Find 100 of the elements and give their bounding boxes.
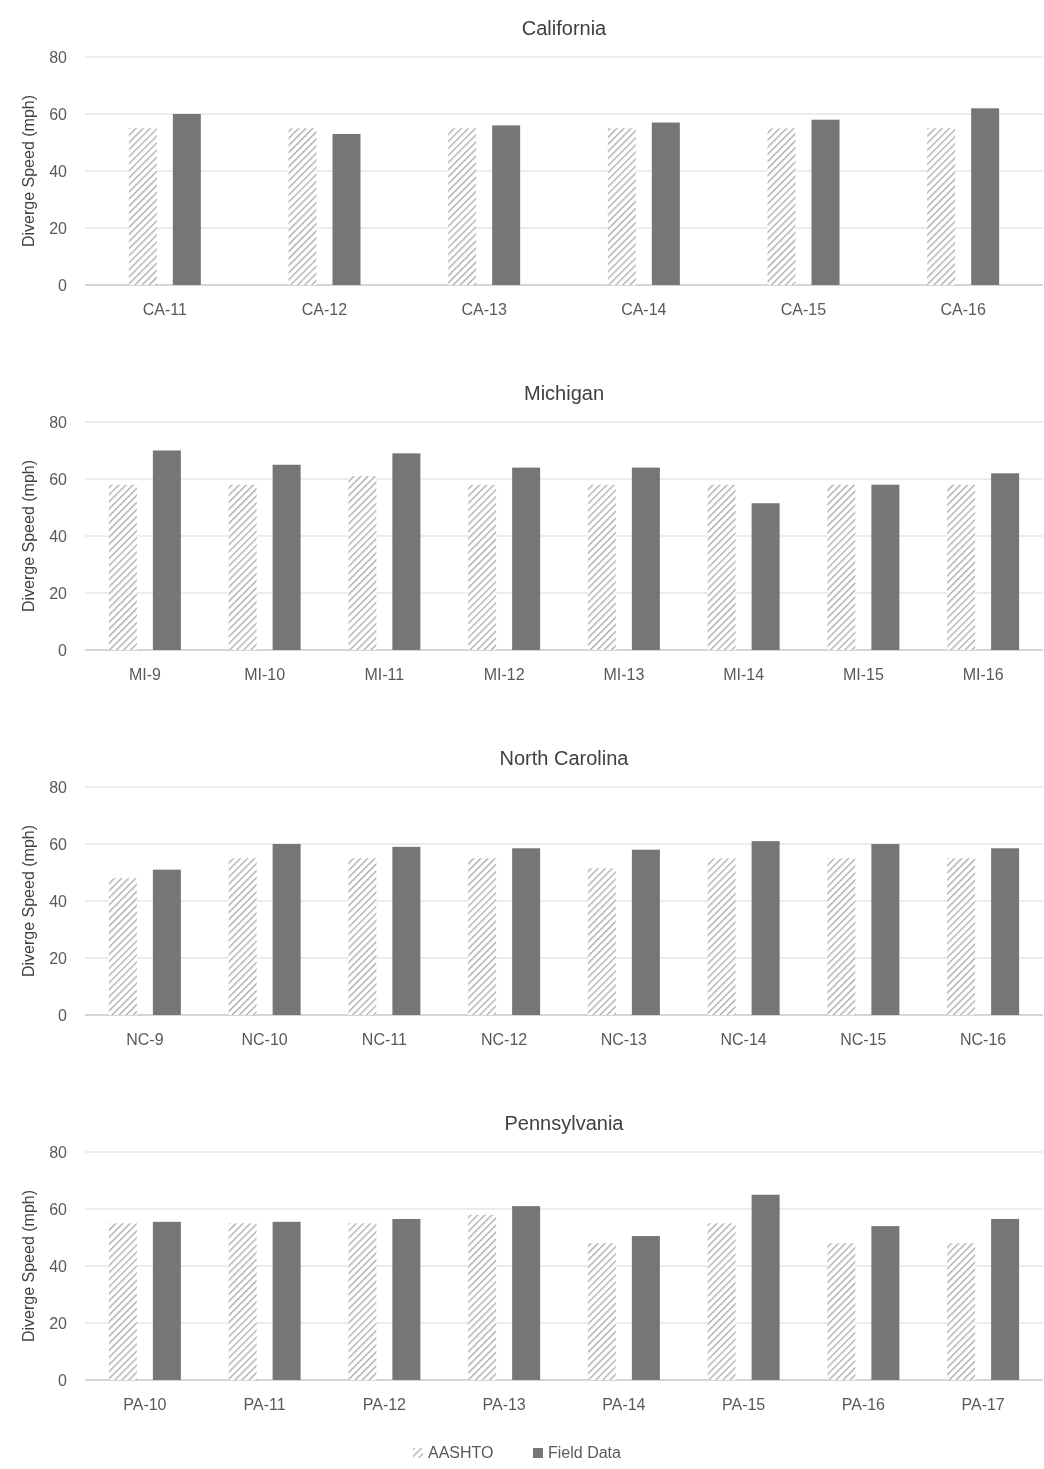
x-tick-label: CA-12 — [301, 301, 348, 318]
x-tick-label: NC-9 — [126, 1031, 164, 1048]
y-axis-title: Diverge Speed (mph) — [20, 824, 37, 978]
bar — [512, 1206, 541, 1380]
x-tick-label: NC-14 — [720, 1031, 767, 1048]
y-axis-title: Diverge Speed (mph) — [20, 94, 37, 248]
x-tick-label: MI-9 — [128, 666, 161, 683]
bar — [272, 844, 301, 1015]
y-tick-label: 60 — [49, 1200, 68, 1218]
x-tick-label: PA-10 — [123, 1396, 167, 1413]
x-tick-label: MI-14 — [723, 666, 765, 683]
y-axis-title: Diverge Speed (mph) — [20, 459, 37, 613]
y-tick-label: 0 — [58, 1371, 68, 1389]
chart-title: California — [521, 17, 608, 39]
bar — [512, 467, 541, 650]
y-tick-label: 40 — [49, 162, 68, 180]
bar — [152, 869, 181, 1015]
bar — [947, 1243, 976, 1380]
bar — [751, 841, 780, 1015]
y-tick-label: 40 — [49, 892, 68, 910]
x-tick-label: PA-16 — [841, 1396, 886, 1413]
x-tick-label: PA-14 — [602, 1396, 646, 1413]
x-tick-label: NC-11 — [361, 1031, 407, 1048]
y-tick-label: 20 — [49, 949, 68, 967]
x-tick-label: NC-12 — [481, 1031, 528, 1048]
bar — [468, 484, 497, 650]
x-tick-label: PA-15 — [721, 1396, 766, 1413]
bar — [871, 1226, 900, 1380]
x-tick-label: CA-15 — [780, 301, 827, 318]
y-tick-label: 80 — [49, 48, 68, 66]
bar — [607, 128, 636, 285]
y-tick-label: 60 — [49, 835, 68, 853]
bar — [707, 858, 736, 1015]
chart-title: North Carolina — [499, 747, 630, 769]
x-tick-label: MI-13 — [603, 666, 645, 683]
chart-title: Pennsylvania — [504, 1112, 625, 1134]
x-tick-label: PA-11 — [243, 1396, 286, 1413]
bar — [492, 125, 521, 285]
y-tick-label: 0 — [58, 276, 68, 294]
bar — [947, 484, 976, 650]
y-tick-label: 80 — [49, 413, 68, 431]
bar — [971, 108, 1000, 285]
x-tick-label: MI-11 — [364, 666, 405, 683]
bar — [108, 1223, 137, 1380]
x-tick-label: NC-10 — [241, 1031, 288, 1048]
bar — [767, 128, 796, 285]
y-tick-label: 0 — [58, 1006, 68, 1024]
x-tick-label: NC-15 — [840, 1031, 887, 1048]
y-tick-label: 40 — [49, 1257, 68, 1275]
bar — [272, 464, 301, 650]
bar — [751, 503, 780, 650]
y-tick-label: 20 — [49, 1314, 68, 1332]
bar — [152, 1221, 181, 1380]
bar — [927, 128, 956, 285]
bar — [468, 858, 497, 1015]
x-tick-label: CA-13 — [461, 301, 507, 318]
bar — [991, 1218, 1020, 1380]
bar — [348, 476, 377, 650]
x-tick-label: CA-16 — [940, 301, 986, 318]
bar — [707, 1223, 736, 1380]
y-tick-label: 20 — [49, 219, 68, 237]
bar — [871, 484, 900, 650]
bar — [468, 1214, 497, 1380]
y-tick-label: 60 — [49, 470, 68, 488]
bar — [707, 484, 736, 650]
x-tick-label: PA-17 — [961, 1396, 1005, 1413]
x-tick-label: MI-15 — [842, 666, 884, 683]
y-tick-label: 80 — [49, 778, 68, 796]
y-tick-label: 80 — [49, 1143, 68, 1161]
x-tick-label: MI-16 — [962, 666, 1004, 683]
bar — [288, 128, 317, 285]
bar — [631, 1236, 660, 1380]
bar — [152, 450, 181, 650]
chart-title: Michigan — [523, 382, 605, 404]
bar — [512, 848, 541, 1015]
y-axis-title: Diverge Speed (mph) — [20, 1189, 37, 1343]
bar — [448, 128, 477, 285]
bar — [587, 484, 616, 650]
bar — [991, 848, 1020, 1015]
bar — [587, 1243, 616, 1380]
bar — [272, 1221, 301, 1380]
bar — [751, 1194, 780, 1380]
bar — [228, 1223, 257, 1380]
bar — [651, 122, 680, 285]
x-tick-label: PA-12 — [362, 1396, 407, 1413]
bar — [871, 844, 900, 1015]
x-tick-label: CA-11 — [142, 301, 188, 318]
x-tick-label: MI-12 — [483, 666, 525, 683]
bar — [587, 868, 616, 1015]
bar — [991, 473, 1020, 650]
bar — [392, 1218, 421, 1380]
x-tick-label: NC-13 — [600, 1031, 648, 1048]
x-tick-label: NC-16 — [960, 1031, 1007, 1048]
y-tick-label: 20 — [49, 584, 68, 602]
bar — [827, 1243, 856, 1380]
bar — [228, 858, 257, 1015]
bar — [348, 1223, 377, 1380]
bar — [172, 114, 201, 285]
bar — [827, 484, 856, 650]
y-tick-label: 40 — [49, 527, 68, 545]
